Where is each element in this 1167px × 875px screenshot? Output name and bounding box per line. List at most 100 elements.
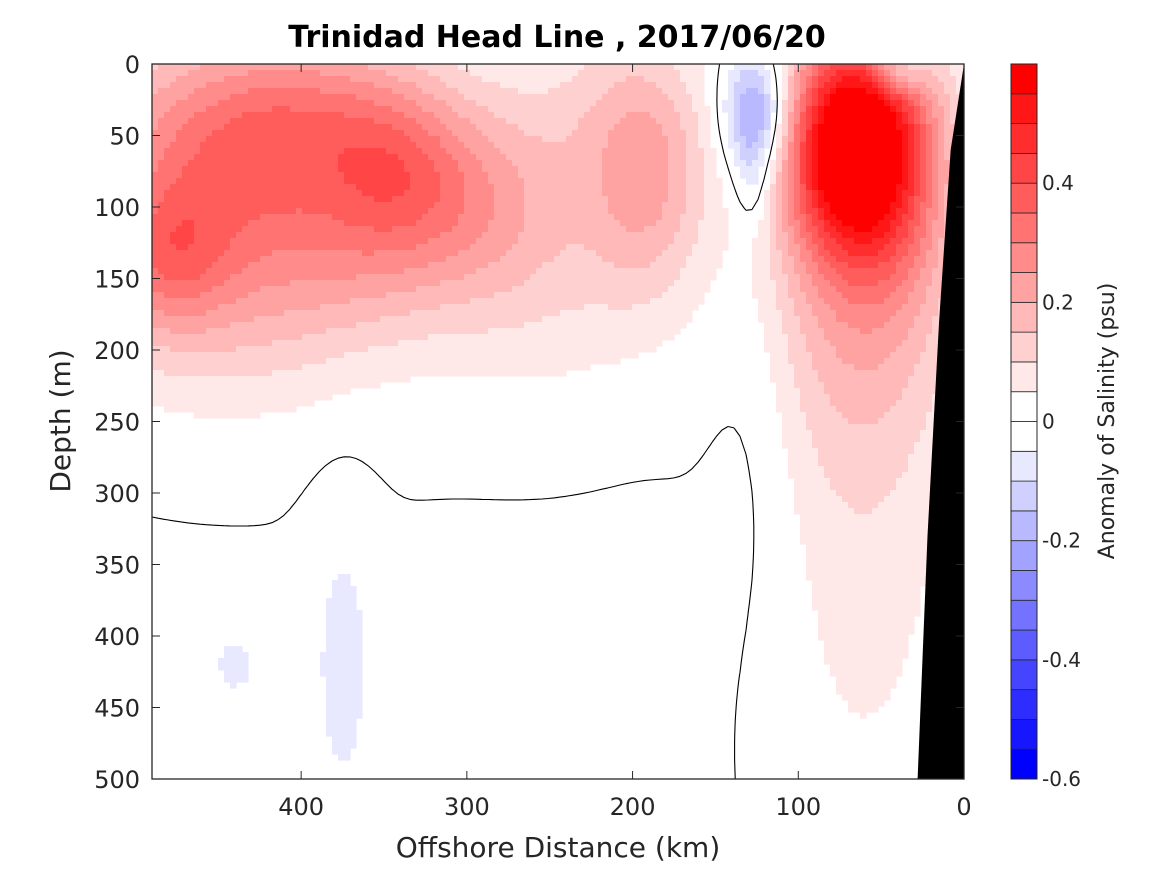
contour-fill-cell xyxy=(320,670,363,677)
contour-fill-cell xyxy=(152,400,315,407)
contour-fill-cell xyxy=(392,196,441,203)
contour-fill-cell xyxy=(656,256,687,263)
contour-fill-cell xyxy=(326,688,363,695)
contour-fill-cell xyxy=(812,586,921,593)
contour-fill-cell xyxy=(800,148,807,155)
contour-fill-cell xyxy=(932,130,939,137)
contour-fill-cell xyxy=(236,346,369,353)
contour-fill-cell xyxy=(200,142,417,149)
contour-fill-cell xyxy=(782,82,789,89)
contour-fill-cell xyxy=(920,172,927,179)
contour-fill-cell xyxy=(926,160,933,167)
contour-fill-cell xyxy=(902,142,909,149)
contour-fill-cell xyxy=(920,352,945,359)
contour-fill-cell xyxy=(776,238,789,245)
contour-fill-cell xyxy=(776,184,783,191)
contour-fill-cell xyxy=(926,250,939,257)
contour-fill-cell xyxy=(728,124,735,131)
contour-fill-cell xyxy=(602,184,669,191)
contour-fill-cell xyxy=(818,292,843,299)
contour-fill-cell xyxy=(800,64,807,71)
contour-fill-cell xyxy=(728,112,735,119)
contour-fill-cell xyxy=(680,268,717,275)
colorbar-swatch xyxy=(1010,599,1038,631)
contour-fill-cell xyxy=(752,286,777,293)
contour-fill-cell xyxy=(800,100,807,107)
contour-fill-cell xyxy=(764,82,771,89)
contour-fill-cell xyxy=(770,262,783,269)
contour-fill-cell xyxy=(938,76,957,83)
contour-fill-cell xyxy=(152,202,159,209)
contour-fill-cell xyxy=(602,154,669,161)
contour-fill-cell xyxy=(422,148,447,155)
contour-fill-cell xyxy=(920,124,927,131)
contour-fill-cell xyxy=(806,268,819,275)
contour-fill-cell xyxy=(800,70,813,77)
contour-fill-cell xyxy=(842,694,891,701)
contour-fill-cell xyxy=(794,496,843,503)
contour-fill-cell xyxy=(926,136,933,143)
contour-fill-cell xyxy=(782,178,789,185)
contour-fill-cell xyxy=(806,106,813,113)
contour-fill-cell xyxy=(740,142,747,149)
contour-fill-cell xyxy=(818,94,825,101)
contour-fill-cell xyxy=(770,256,783,263)
contour-fill-cell xyxy=(728,70,741,77)
contour-fill-cell xyxy=(668,172,687,179)
contour-fill-cell xyxy=(704,190,723,197)
colorbar-swatch xyxy=(1010,629,1038,661)
contour-fill-cell xyxy=(728,118,735,125)
contour-fill-cell xyxy=(902,196,909,203)
contour-fill-cell xyxy=(404,166,435,173)
contour-fill-cell xyxy=(806,64,813,71)
contour-fill-cell xyxy=(764,190,771,197)
contour-fill-cell xyxy=(152,388,351,395)
contour-fill-cell xyxy=(614,124,663,131)
contour-fill-cell xyxy=(218,256,261,263)
contour-fill-cell xyxy=(560,310,693,317)
contour-fill-cell xyxy=(806,94,813,101)
contour-fill-cell xyxy=(326,634,363,641)
contour-fill-cell xyxy=(788,250,801,257)
contour-fill-cell xyxy=(668,178,687,185)
contour-fill-cell xyxy=(656,118,681,125)
contour-fill-cell xyxy=(818,148,903,155)
contour-fill-cell xyxy=(794,226,801,233)
contour-fill-cell xyxy=(152,118,159,125)
contour-fill-cell xyxy=(728,94,735,101)
contour-fill-cell xyxy=(830,220,843,227)
contour-fill-cell xyxy=(566,244,585,251)
contour-fill-cell xyxy=(806,568,927,575)
contour-fill-cell xyxy=(932,196,939,203)
contour-fill-cell xyxy=(194,412,261,419)
contour-fill-cell xyxy=(926,220,933,227)
contour-fill-cell xyxy=(788,340,807,347)
contour-fill-cell xyxy=(410,136,441,143)
contour-fill-cell xyxy=(782,142,789,149)
contour-fill-cell xyxy=(380,316,543,323)
contour-fill-cell xyxy=(800,166,807,173)
contour-fill-cell xyxy=(806,544,933,551)
contour-fill-cell xyxy=(770,364,795,371)
contour-fill-cell xyxy=(938,184,945,191)
contour-fill-cell xyxy=(776,214,783,221)
contour-fill-cell xyxy=(758,220,771,227)
contour-fill-cell xyxy=(794,166,801,173)
contour-fill-cell xyxy=(776,142,783,149)
contour-fill-cell xyxy=(794,298,807,305)
contour-fill-cell xyxy=(818,166,903,173)
contour-fill-cell xyxy=(938,130,945,137)
contour-fill-cell xyxy=(494,184,525,191)
contour-fill-cell xyxy=(788,238,795,245)
contour-fill-cell xyxy=(182,220,195,227)
contour-fill-cell xyxy=(500,82,561,89)
contour-fill-cell xyxy=(158,208,297,215)
contour-fill-cell xyxy=(188,160,339,167)
contour-fill-cell xyxy=(770,160,777,167)
contour-fill-cell xyxy=(866,64,873,71)
contour-fill-cell xyxy=(812,220,825,227)
contour-fill-cell xyxy=(410,310,561,317)
contour-fill-cell xyxy=(272,250,363,257)
contour-fill-cell xyxy=(902,388,939,395)
contour-fill-cell xyxy=(926,106,933,113)
